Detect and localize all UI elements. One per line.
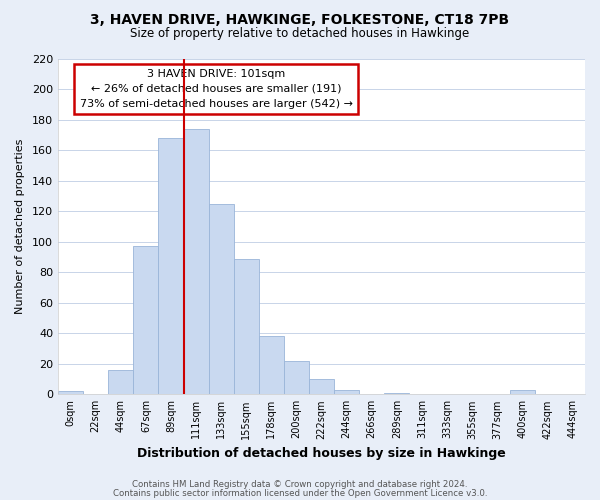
Bar xyxy=(133,246,158,394)
Bar xyxy=(108,370,133,394)
Bar xyxy=(510,390,535,394)
Bar xyxy=(58,392,83,394)
Bar xyxy=(384,393,409,394)
Bar xyxy=(309,379,334,394)
Bar xyxy=(284,361,309,394)
Text: Contains public sector information licensed under the Open Government Licence v3: Contains public sector information licen… xyxy=(113,488,487,498)
Y-axis label: Number of detached properties: Number of detached properties xyxy=(15,139,25,314)
Bar xyxy=(334,390,359,394)
Bar xyxy=(234,258,259,394)
Text: Size of property relative to detached houses in Hawkinge: Size of property relative to detached ho… xyxy=(130,28,470,40)
Bar xyxy=(259,336,284,394)
Bar xyxy=(209,204,234,394)
Text: 3, HAVEN DRIVE, HAWKINGE, FOLKESTONE, CT18 7PB: 3, HAVEN DRIVE, HAWKINGE, FOLKESTONE, CT… xyxy=(91,12,509,26)
Bar xyxy=(184,129,209,394)
Text: Contains HM Land Registry data © Crown copyright and database right 2024.: Contains HM Land Registry data © Crown c… xyxy=(132,480,468,489)
Text: 3 HAVEN DRIVE: 101sqm
← 26% of detached houses are smaller (191)
73% of semi-det: 3 HAVEN DRIVE: 101sqm ← 26% of detached … xyxy=(80,69,353,108)
Bar xyxy=(158,138,184,394)
X-axis label: Distribution of detached houses by size in Hawkinge: Distribution of detached houses by size … xyxy=(137,447,506,460)
